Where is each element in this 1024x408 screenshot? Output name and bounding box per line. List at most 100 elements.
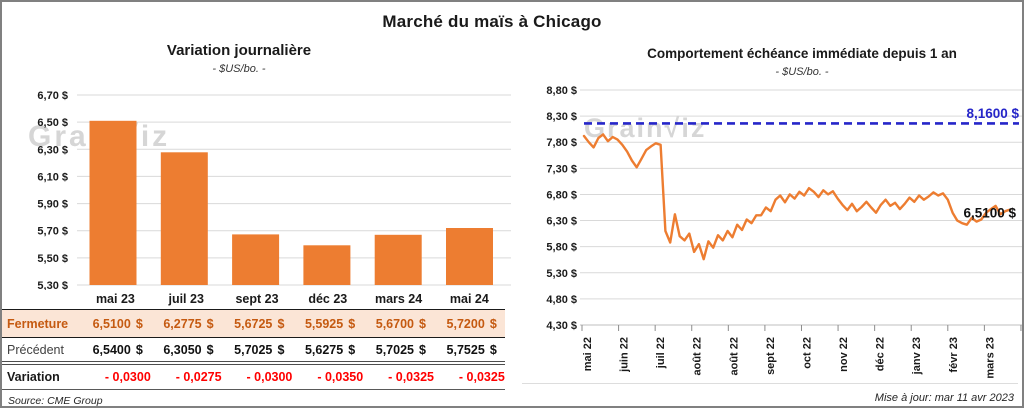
svg-text:4,30 $: 4,30 $ bbox=[546, 320, 577, 332]
line-y-axis-labels: 4,30 $ 4,80 $ 5,30 $ 5,80 $ 6,30 $ 6,80 $ 7,30… bbox=[546, 85, 577, 332]
svg-text:6,30 $: 6,30 $ bbox=[546, 216, 577, 228]
line-chart-subtitle: - $US/bo. - bbox=[775, 66, 829, 78]
column-header: mai 23 bbox=[80, 292, 151, 306]
cell-value: 5,5925 bbox=[304, 316, 344, 331]
row-label-variation: Variation bbox=[7, 370, 60, 384]
svg-text:5,80 $: 5,80 $ bbox=[546, 242, 577, 254]
x-axis-ticks bbox=[581, 325, 1022, 331]
svg-text:juil 22: juil 22 bbox=[655, 337, 667, 369]
svg-text:6,10 $: 6,10 $ bbox=[37, 171, 68, 183]
currency-sign: $ bbox=[419, 342, 426, 357]
svg-text:4,80 $: 4,80 $ bbox=[546, 294, 577, 306]
table-cell: 6,3050 $ bbox=[151, 343, 222, 357]
table-cell: 5,6725 $ bbox=[222, 317, 293, 331]
currency-sign: $ bbox=[489, 342, 497, 357]
reference-line-label: 8,1600 $ bbox=[966, 106, 1019, 121]
bar-y-axis-labels: 5,30 $ 5,50 $ 5,70 $ 5,90 $ 6,10 $ 6,30 $ 6,50… bbox=[37, 90, 68, 290]
currency-sign: $ bbox=[419, 316, 426, 331]
bar-series bbox=[89, 120, 493, 285]
table-header-row: mai 23 juil 23 sept 23 déc 23 mars 24 mai 24 bbox=[2, 289, 505, 310]
line-chart: Grain√iz mai 22 juin 22 juil 22 août 22 août … bbox=[546, 85, 1022, 379]
svg-text:déc 22: déc 22 bbox=[875, 337, 887, 371]
svg-text:5,90 $: 5,90 $ bbox=[37, 199, 68, 211]
currency-sign: $ bbox=[135, 316, 143, 331]
svg-text:7,30 $: 7,30 $ bbox=[546, 163, 577, 175]
column-header-label: mai 23 bbox=[95, 292, 135, 306]
table-cell: 5,7200 $ bbox=[434, 317, 505, 331]
currency-sign: $ bbox=[206, 342, 214, 357]
bar-mai 23 bbox=[89, 120, 137, 285]
cell-value: 5,6700 bbox=[375, 316, 414, 331]
cell-value: 6,2775 bbox=[163, 316, 202, 331]
svg-text:mai 22: mai 22 bbox=[582, 337, 594, 371]
cell-value: - 0,0350 bbox=[317, 370, 364, 384]
svg-text:janv 23: janv 23 bbox=[911, 337, 923, 375]
svg-text:sept 22: sept 22 bbox=[765, 337, 777, 375]
cell-value: 6,3050 bbox=[163, 342, 202, 357]
table-cell: 5,7525 $ bbox=[434, 343, 505, 357]
table-row-variation: Variation - 0,0300 - 0,0275 - 0,0300 - 0,035… bbox=[2, 365, 505, 390]
svg-text:nov 22: nov 22 bbox=[838, 337, 850, 372]
bar-chart-title: Variation journalière bbox=[166, 42, 312, 59]
cell-value: 5,7200 bbox=[446, 316, 485, 331]
column-header: sept 23 bbox=[222, 292, 293, 306]
cell-value: - 0,0325 bbox=[458, 370, 505, 384]
table-cell: - 0,0275 bbox=[151, 370, 222, 384]
svg-text:mars 23: mars 23 bbox=[984, 337, 996, 379]
table-row-precedent: Précédent 6,5400 $6,3050 $5,7025 $5,6275 $5,7… bbox=[2, 338, 505, 365]
bar-déc 23 bbox=[303, 245, 351, 285]
cell-value: 5,6275 bbox=[304, 342, 344, 357]
currency-sign: $ bbox=[348, 316, 356, 331]
bar-sept 23 bbox=[232, 234, 280, 285]
bar-chart: Grain√iz5,30 $5,50 $5,70 $5,90 $6,10 $6,… bbox=[28, 90, 511, 290]
cell-value: - 0,0300 bbox=[104, 370, 151, 384]
bar-mai 24 bbox=[446, 228, 493, 285]
svg-text:7,80 $: 7,80 $ bbox=[546, 137, 577, 149]
column-header: mars 24 bbox=[363, 292, 434, 306]
row-label-precedent: Précédent bbox=[7, 342, 64, 357]
svg-text:6,50 $: 6,50 $ bbox=[37, 117, 68, 129]
cell-value: 5,6725 bbox=[234, 316, 273, 331]
cell-value: 5,7525 bbox=[446, 342, 485, 357]
bar-gridlines bbox=[77, 94, 511, 286]
svg-text:févr 23: févr 23 bbox=[948, 337, 960, 372]
svg-text:juin 22: juin 22 bbox=[619, 337, 631, 373]
table-cell: 5,7025 $ bbox=[222, 343, 293, 357]
column-header-label: déc 23 bbox=[308, 292, 348, 306]
price-table: mai 23 juil 23 sept 23 déc 23 mars 24 mai 24 F… bbox=[2, 289, 505, 390]
cell-value: 5,7025 bbox=[375, 342, 414, 357]
svg-text:oct 22: oct 22 bbox=[801, 337, 813, 369]
cell-value: - 0,0275 bbox=[175, 370, 222, 384]
currency-sign: $ bbox=[277, 342, 285, 357]
svg-text:5,50 $: 5,50 $ bbox=[37, 253, 68, 265]
cell-value: - 0,0325 bbox=[388, 370, 434, 384]
bar-chart-subtitle: - $US/bo. - bbox=[212, 63, 266, 75]
column-header: juil 23 bbox=[151, 292, 222, 306]
currency-sign: $ bbox=[135, 342, 143, 357]
table-cell: - 0,0300 bbox=[80, 370, 151, 384]
last-price-label: 6,5100 $ bbox=[963, 206, 1016, 221]
table-cell: 5,5925 $ bbox=[292, 317, 363, 331]
svg-text:6,70 $: 6,70 $ bbox=[37, 90, 68, 102]
cell-value: 5,7025 bbox=[234, 342, 273, 357]
column-header-label: mai 24 bbox=[449, 292, 489, 306]
table-cell: 5,6275 $ bbox=[292, 343, 363, 357]
table-cell: - 0,0325 bbox=[363, 370, 434, 384]
currency-sign: $ bbox=[206, 316, 214, 331]
svg-text:5,30 $: 5,30 $ bbox=[546, 268, 577, 280]
column-header-label: sept 23 bbox=[235, 292, 279, 306]
column-header-label: mars 24 bbox=[374, 292, 423, 306]
cell-value: 6,5100 bbox=[92, 316, 131, 331]
table-cell: - 0,0350 bbox=[292, 370, 363, 384]
bar-mars 24 bbox=[374, 234, 422, 285]
table-cell: 6,2775 $ bbox=[151, 317, 222, 331]
currency-sign: $ bbox=[348, 342, 356, 357]
svg-text:8,30 $: 8,30 $ bbox=[546, 111, 577, 123]
price-series-line bbox=[582, 133, 1012, 261]
cell-value: 6,5400 bbox=[92, 342, 131, 357]
column-header: déc 23 bbox=[292, 292, 363, 306]
line-chart-title: Comportement échéance immédiate depuis 1… bbox=[647, 46, 957, 61]
table-cell: 5,7025 $ bbox=[363, 343, 434, 357]
svg-text:6,80 $: 6,80 $ bbox=[546, 189, 577, 201]
